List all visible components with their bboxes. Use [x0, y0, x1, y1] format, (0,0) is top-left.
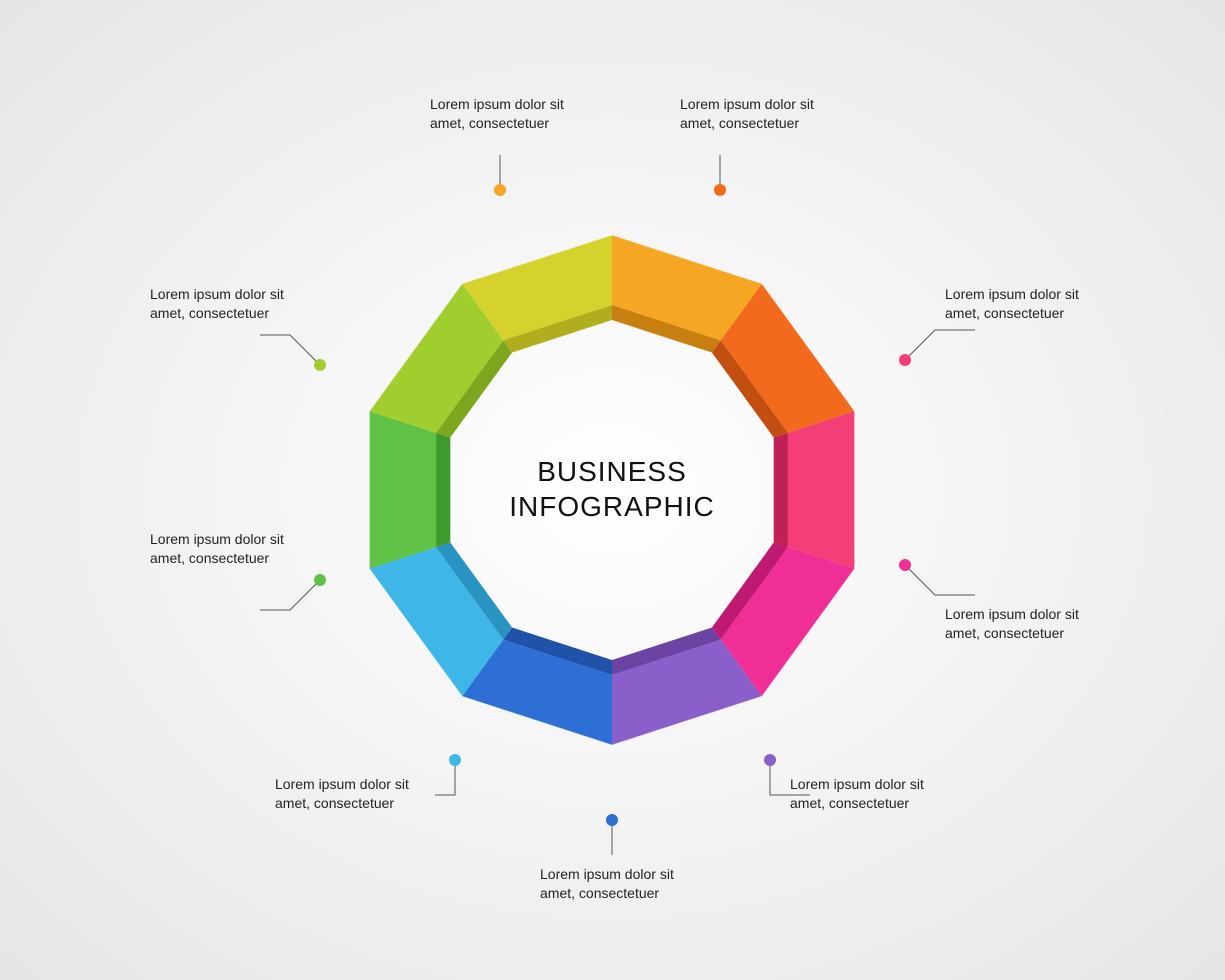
center-title-line1: BUSINESS: [537, 456, 687, 487]
center-title: BUSINESS INFOGRAPHIC: [462, 454, 762, 524]
leader-dot-7: [314, 574, 326, 586]
ring-segment-bevel-2: [774, 433, 788, 547]
callout-label-3: Lorem ipsum dolor sit amet, consectetuer: [945, 605, 1105, 643]
ring-segment-bevel-7: [436, 433, 450, 547]
center-title-line2: INFOGRAPHIC: [509, 491, 714, 522]
leader-dot-3: [899, 559, 911, 571]
callout-label-2: Lorem ipsum dolor sit amet, consectetuer: [945, 285, 1105, 323]
leader-dot-0: [494, 184, 506, 196]
callout-label-7: Lorem ipsum dolor sit amet, consectetuer: [150, 530, 310, 568]
callout-label-5: Lorem ipsum dolor sit amet, consectetuer: [540, 865, 700, 903]
callout-label-1: Lorem ipsum dolor sit amet, consectetuer: [680, 95, 840, 133]
ring-segment-outer-7: [369, 411, 436, 569]
callout-label-4: Lorem ipsum dolor sit amet, consectetuer: [790, 775, 950, 813]
callout-label-8: Lorem ipsum dolor sit amet, consectetuer: [150, 285, 310, 323]
leader-dot-1: [714, 184, 726, 196]
infographic-stage: BUSINESS INFOGRAPHIC Lorem ipsum dolor s…: [0, 0, 1225, 980]
leader-dot-6: [449, 754, 461, 766]
callout-label-0: Lorem ipsum dolor sit amet, consectetuer: [430, 95, 590, 133]
leader-dot-5: [606, 814, 618, 826]
leader-dot-4: [764, 754, 776, 766]
leader-dot-2: [899, 354, 911, 366]
leader-dot-8: [314, 359, 326, 371]
ring-segment-outer-2: [788, 411, 855, 569]
callout-label-6: Lorem ipsum dolor sit amet, consectetuer: [275, 775, 435, 813]
